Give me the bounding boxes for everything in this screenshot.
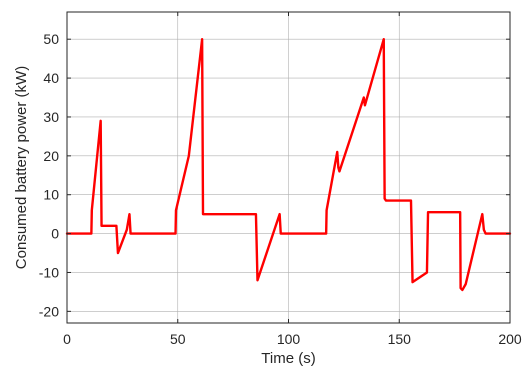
series-line (65, 38, 512, 292)
y-tick-label: -10 (39, 264, 59, 280)
x-tick-label: 0 (63, 331, 71, 347)
y-tick-label: 10 (43, 187, 59, 203)
x-axis-label: Time (s) (261, 350, 315, 367)
y-axis-label: Consumed battery power (kW) (13, 66, 30, 269)
y-tick-label: -20 (39, 303, 59, 319)
y-tick-label: 40 (43, 70, 59, 86)
x-axis-ticks: 0 50 100 150 200 (63, 12, 522, 347)
y-tick-label: 0 (51, 226, 59, 242)
x-tick-label: 100 (277, 331, 301, 347)
y-axis-ticks: -20 -10 0 10 20 30 40 50 (39, 31, 510, 319)
x-tick-label: 200 (498, 331, 522, 347)
data-series (65, 38, 512, 292)
y-tick-label: 50 (43, 31, 59, 47)
y-tick-label: 30 (43, 109, 59, 125)
y-tick-label: 20 (43, 148, 59, 164)
x-tick-label: 50 (170, 331, 186, 347)
x-tick-label: 150 (388, 331, 412, 347)
